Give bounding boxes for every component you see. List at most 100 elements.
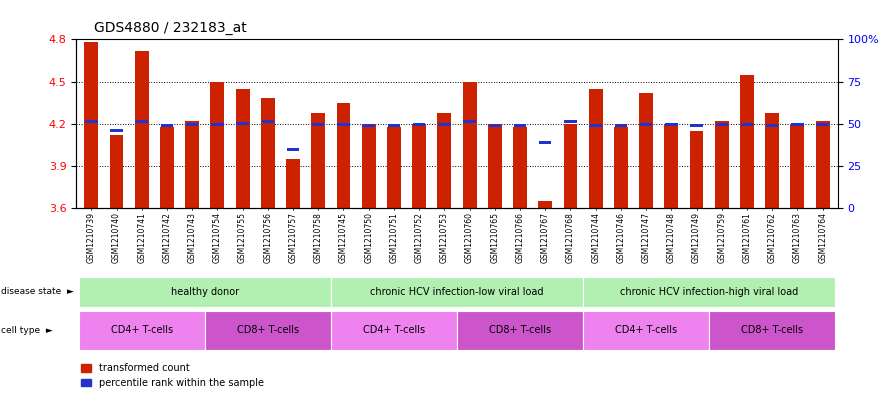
Text: healthy donor: healthy donor (171, 287, 239, 297)
Bar (185, 121, 199, 208)
Text: GSM1210755: GSM1210755 (238, 212, 247, 263)
Bar (312, 123, 324, 126)
Text: CD4+ T-cells: CD4+ T-cells (363, 325, 425, 335)
Text: GSM1210759: GSM1210759 (718, 212, 727, 263)
Bar (134, 51, 149, 208)
Bar (286, 159, 300, 208)
Text: CD8+ T-cells: CD8+ T-cells (741, 325, 803, 335)
Bar (160, 127, 174, 208)
Text: GSM1210741: GSM1210741 (137, 212, 146, 263)
Bar (639, 93, 653, 208)
Bar (790, 124, 805, 208)
Bar (412, 124, 426, 208)
Bar (513, 127, 527, 208)
Bar (765, 112, 780, 208)
FancyBboxPatch shape (79, 277, 331, 307)
Bar (262, 120, 274, 123)
Bar (186, 123, 198, 126)
Bar (664, 124, 678, 208)
Bar (539, 141, 551, 144)
Bar (564, 124, 577, 208)
Text: CD8+ T-cells: CD8+ T-cells (489, 325, 551, 335)
FancyBboxPatch shape (583, 277, 835, 307)
FancyBboxPatch shape (709, 310, 835, 350)
Text: chronic HCV infection-high viral load: chronic HCV infection-high viral load (620, 287, 798, 297)
Text: GSM1210746: GSM1210746 (616, 212, 625, 263)
Bar (363, 124, 375, 127)
Text: GSM1210754: GSM1210754 (213, 212, 222, 263)
Bar (589, 88, 603, 208)
Bar (237, 122, 249, 125)
Text: GSM1210756: GSM1210756 (263, 212, 272, 263)
Text: GSM1210760: GSM1210760 (465, 212, 474, 263)
Bar (791, 123, 804, 126)
FancyBboxPatch shape (583, 310, 709, 350)
Bar (564, 120, 577, 123)
Text: GSM1210751: GSM1210751 (390, 212, 399, 263)
FancyBboxPatch shape (457, 310, 583, 350)
Text: GSM1210739: GSM1210739 (87, 212, 96, 263)
Text: GSM1210748: GSM1210748 (667, 212, 676, 263)
Bar (85, 120, 98, 123)
Text: GSM1210742: GSM1210742 (162, 212, 171, 263)
Bar (640, 123, 652, 126)
Bar (615, 124, 627, 127)
Text: GSM1210745: GSM1210745 (339, 212, 348, 263)
Text: GSM1210752: GSM1210752 (415, 212, 424, 263)
FancyBboxPatch shape (331, 310, 457, 350)
Bar (109, 135, 124, 208)
Text: GSM1210750: GSM1210750 (364, 212, 374, 263)
Bar (462, 81, 477, 208)
Text: CD4+ T-cells: CD4+ T-cells (111, 325, 173, 335)
Bar (816, 123, 829, 126)
Text: GSM1210764: GSM1210764 (818, 212, 827, 263)
Bar (538, 201, 552, 208)
Bar (287, 148, 299, 151)
Bar (614, 127, 628, 208)
Text: GSM1210753: GSM1210753 (440, 212, 449, 263)
Bar (488, 124, 501, 127)
Bar (690, 124, 702, 127)
Legend: transformed count, percentile rank within the sample: transformed count, percentile rank withi… (81, 363, 263, 388)
Text: GSM1210757: GSM1210757 (289, 212, 297, 263)
Bar (716, 123, 728, 126)
Bar (413, 123, 426, 126)
Text: GSM1210740: GSM1210740 (112, 212, 121, 263)
Bar (337, 103, 350, 208)
Bar (387, 127, 401, 208)
Bar (362, 124, 375, 208)
Text: cell type  ►: cell type ► (1, 326, 53, 334)
Bar (815, 121, 830, 208)
Text: GSM1210743: GSM1210743 (187, 212, 196, 263)
Bar (740, 75, 754, 208)
Bar (311, 112, 325, 208)
Bar (715, 121, 728, 208)
FancyBboxPatch shape (331, 277, 583, 307)
Text: GSM1210765: GSM1210765 (490, 212, 499, 263)
Bar (513, 124, 526, 127)
Bar (741, 123, 754, 126)
Text: GSM1210747: GSM1210747 (642, 212, 650, 263)
Text: GDS4880 / 232183_at: GDS4880 / 232183_at (94, 21, 246, 35)
Bar (337, 123, 349, 126)
Bar (211, 81, 224, 208)
Bar (437, 112, 452, 208)
Bar (236, 88, 250, 208)
Bar (487, 124, 502, 208)
Bar (690, 131, 703, 208)
Bar (110, 129, 123, 132)
Text: GSM1210763: GSM1210763 (793, 212, 802, 263)
Bar (135, 120, 148, 123)
FancyBboxPatch shape (205, 310, 331, 350)
Text: GSM1210758: GSM1210758 (314, 212, 323, 263)
Bar (84, 42, 99, 208)
Bar (438, 123, 451, 126)
Text: GSM1210761: GSM1210761 (743, 212, 752, 263)
Bar (463, 120, 476, 123)
Bar (590, 124, 602, 127)
Text: CD4+ T-cells: CD4+ T-cells (615, 325, 677, 335)
Bar (665, 123, 677, 126)
Text: GSM1210767: GSM1210767 (540, 212, 550, 263)
Text: GSM1210749: GSM1210749 (692, 212, 701, 263)
Text: GSM1210768: GSM1210768 (566, 212, 575, 263)
